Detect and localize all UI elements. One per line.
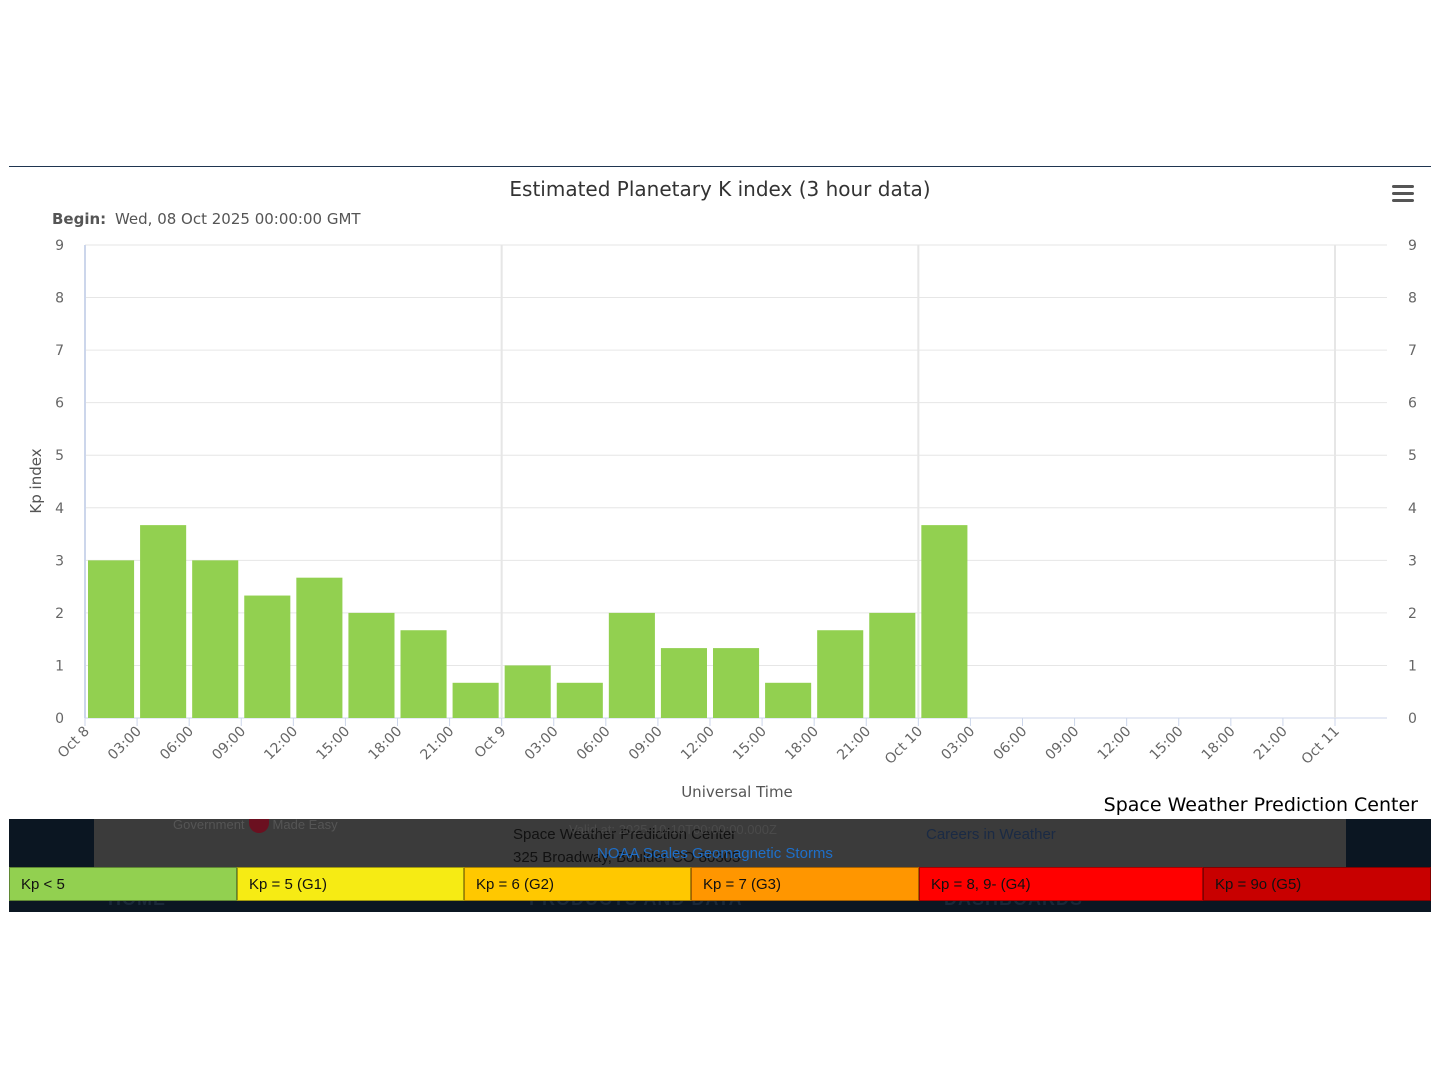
y-tick-label-right: 5: [1408, 448, 1417, 464]
valid-at-text: Valid at: 2025-10-10T00:00:00.000Z: [569, 822, 777, 837]
y-tick-label-left: 1: [55, 658, 64, 674]
x-axis-label: Universal Time: [681, 783, 793, 801]
y-tick-label-left: 8: [55, 291, 64, 307]
kp-bar[interactable]: [765, 682, 812, 718]
y-tick-label-left: 5: [55, 448, 64, 464]
y-tick-label-left: 4: [55, 501, 64, 517]
kp-bar[interactable]: [556, 682, 603, 718]
x-tick-label: 21:00: [418, 724, 458, 764]
footer-org-name: Space Weather Prediction Center: [513, 826, 737, 843]
y-tick-label-left: 0: [55, 711, 64, 727]
legend-item: Kp = 6 (G2): [464, 867, 691, 901]
usagov-mark-icon: [248, 819, 269, 833]
careers-link[interactable]: Careers in Weather: [926, 826, 1056, 843]
y-tick-label-right: 7: [1408, 343, 1417, 359]
kp-bar[interactable]: [869, 612, 916, 718]
x-tick-label: 12:00: [1095, 724, 1135, 764]
gov-left-text: Government: [173, 819, 245, 832]
chart-title: Estimated Planetary K index (3 hour data…: [509, 177, 930, 201]
x-tick-label: Oct 11: [1299, 724, 1343, 768]
kp-bar[interactable]: [921, 525, 968, 718]
x-tick-label: 15:00: [313, 724, 353, 764]
x-tick-label: Oct 10: [882, 724, 926, 768]
x-tick-label: 12:00: [678, 724, 718, 764]
gov-right-text: Made Easy: [272, 819, 338, 832]
x-tick-label: 12:00: [261, 724, 301, 764]
chart-credit: Space Weather Prediction Center: [1103, 794, 1418, 816]
y-tick-label-right: 8: [1408, 291, 1417, 307]
y-tick-label-right: 6: [1408, 396, 1417, 412]
x-tick-label: 09:00: [1043, 724, 1083, 764]
legend-item: Kp = 8, 9- (G4): [919, 867, 1203, 901]
y-tick-label-left: 6: [55, 396, 64, 412]
kp-bar[interactable]: [660, 648, 707, 718]
chart-svg: 0 0 1 1 2 2 3 3 4 4 5 5 6 6 7 7 8 8 9 9 Oct 8 03:00 06:00 09:00…: [27, 177, 1417, 801]
legend-item: Kp = 5 (G1): [237, 867, 464, 901]
x-tick-label: Oct 9: [472, 724, 510, 762]
kp-bar[interactable]: [452, 682, 499, 718]
subtitle-label: Begin:: [52, 210, 106, 228]
kp-bar[interactable]: [140, 525, 187, 718]
y-tick-label-right: 3: [1408, 553, 1417, 569]
legend-item: Kp = 9o (G5): [1203, 867, 1431, 901]
kp-bar[interactable]: [296, 577, 343, 718]
usagov-logo[interactable]: Government Made Easy: [173, 819, 338, 833]
x-tick-label: 15:00: [1147, 724, 1187, 764]
x-tick-label: 18:00: [1199, 724, 1239, 764]
chart-subtitle: Begin: Wed, 08 Oct 2025 00:00:00 GMT: [52, 210, 361, 228]
x-tick-label: 21:00: [1251, 724, 1291, 764]
x-tick-label: 18:00: [782, 724, 822, 764]
kp-bar[interactable]: [817, 630, 864, 718]
kp-bar[interactable]: [88, 560, 135, 718]
y-axis-label: Kp index: [27, 448, 45, 513]
kp-bar[interactable]: [192, 560, 239, 718]
kp-color-legend: Kp < 5 Kp = 5 (G1) Kp = 6 (G2) Kp = 7 (G3) K…: [9, 867, 1431, 901]
kp-bar[interactable]: [400, 630, 447, 718]
footer-panel: [94, 819, 1346, 867]
subtitle-value: Wed, 08 Oct 2025 00:00:00 GMT: [115, 210, 361, 228]
top-divider: [9, 166, 1431, 167]
x-tick-label: 06:00: [157, 724, 197, 764]
x-tick-label: 03:00: [522, 724, 562, 764]
y-tick-label-right: 0: [1408, 711, 1417, 727]
x-tick-label: 21:00: [834, 724, 874, 764]
y-tick-label-left: 9: [55, 238, 64, 254]
y-tick-label-right: 1: [1408, 658, 1417, 674]
kp-bar[interactable]: [713, 648, 760, 718]
kp-bar[interactable]: [348, 612, 395, 718]
x-tick-label: 06:00: [990, 724, 1030, 764]
x-tick-label: 09:00: [209, 724, 249, 764]
y-tick-label-left: 3: [55, 553, 64, 569]
x-tick-label: 03:00: [938, 724, 978, 764]
y-tick-label-left: 7: [55, 343, 64, 359]
kp-bar[interactable]: [608, 612, 655, 718]
kp-bar[interactable]: [504, 665, 551, 718]
y-tick-label-right: 4: [1408, 501, 1417, 517]
kp-chart: 0 0 1 1 2 2 3 3 4 4 5 5 6 6 7 7 8 8 9 9 Oct 8 03:00 06:00 09:00…: [27, 177, 1418, 816]
x-tick-label: Oct 8: [55, 724, 93, 762]
y-tick-label-left: 2: [55, 606, 64, 622]
x-tick-label: 03:00: [105, 724, 145, 764]
x-tick-label: 06:00: [574, 724, 614, 764]
y-tick-label-right: 9: [1408, 238, 1417, 254]
x-tick-label: 09:00: [626, 724, 666, 764]
hamburger-menu-icon[interactable]: [1392, 185, 1414, 205]
legend-item: Kp = 7 (G3): [691, 867, 919, 901]
y-tick-label-right: 2: [1408, 606, 1417, 622]
legend-item: Kp < 5: [9, 867, 237, 901]
x-tick-label: 15:00: [730, 724, 770, 764]
x-tick-label: 18:00: [365, 724, 405, 764]
noaa-scales-link[interactable]: NOAA Scales Geomagnetic Storms: [597, 845, 833, 862]
footer-address: 325 Broadway, Boulder CO 80305: [513, 849, 741, 866]
kp-bar[interactable]: [244, 595, 291, 718]
